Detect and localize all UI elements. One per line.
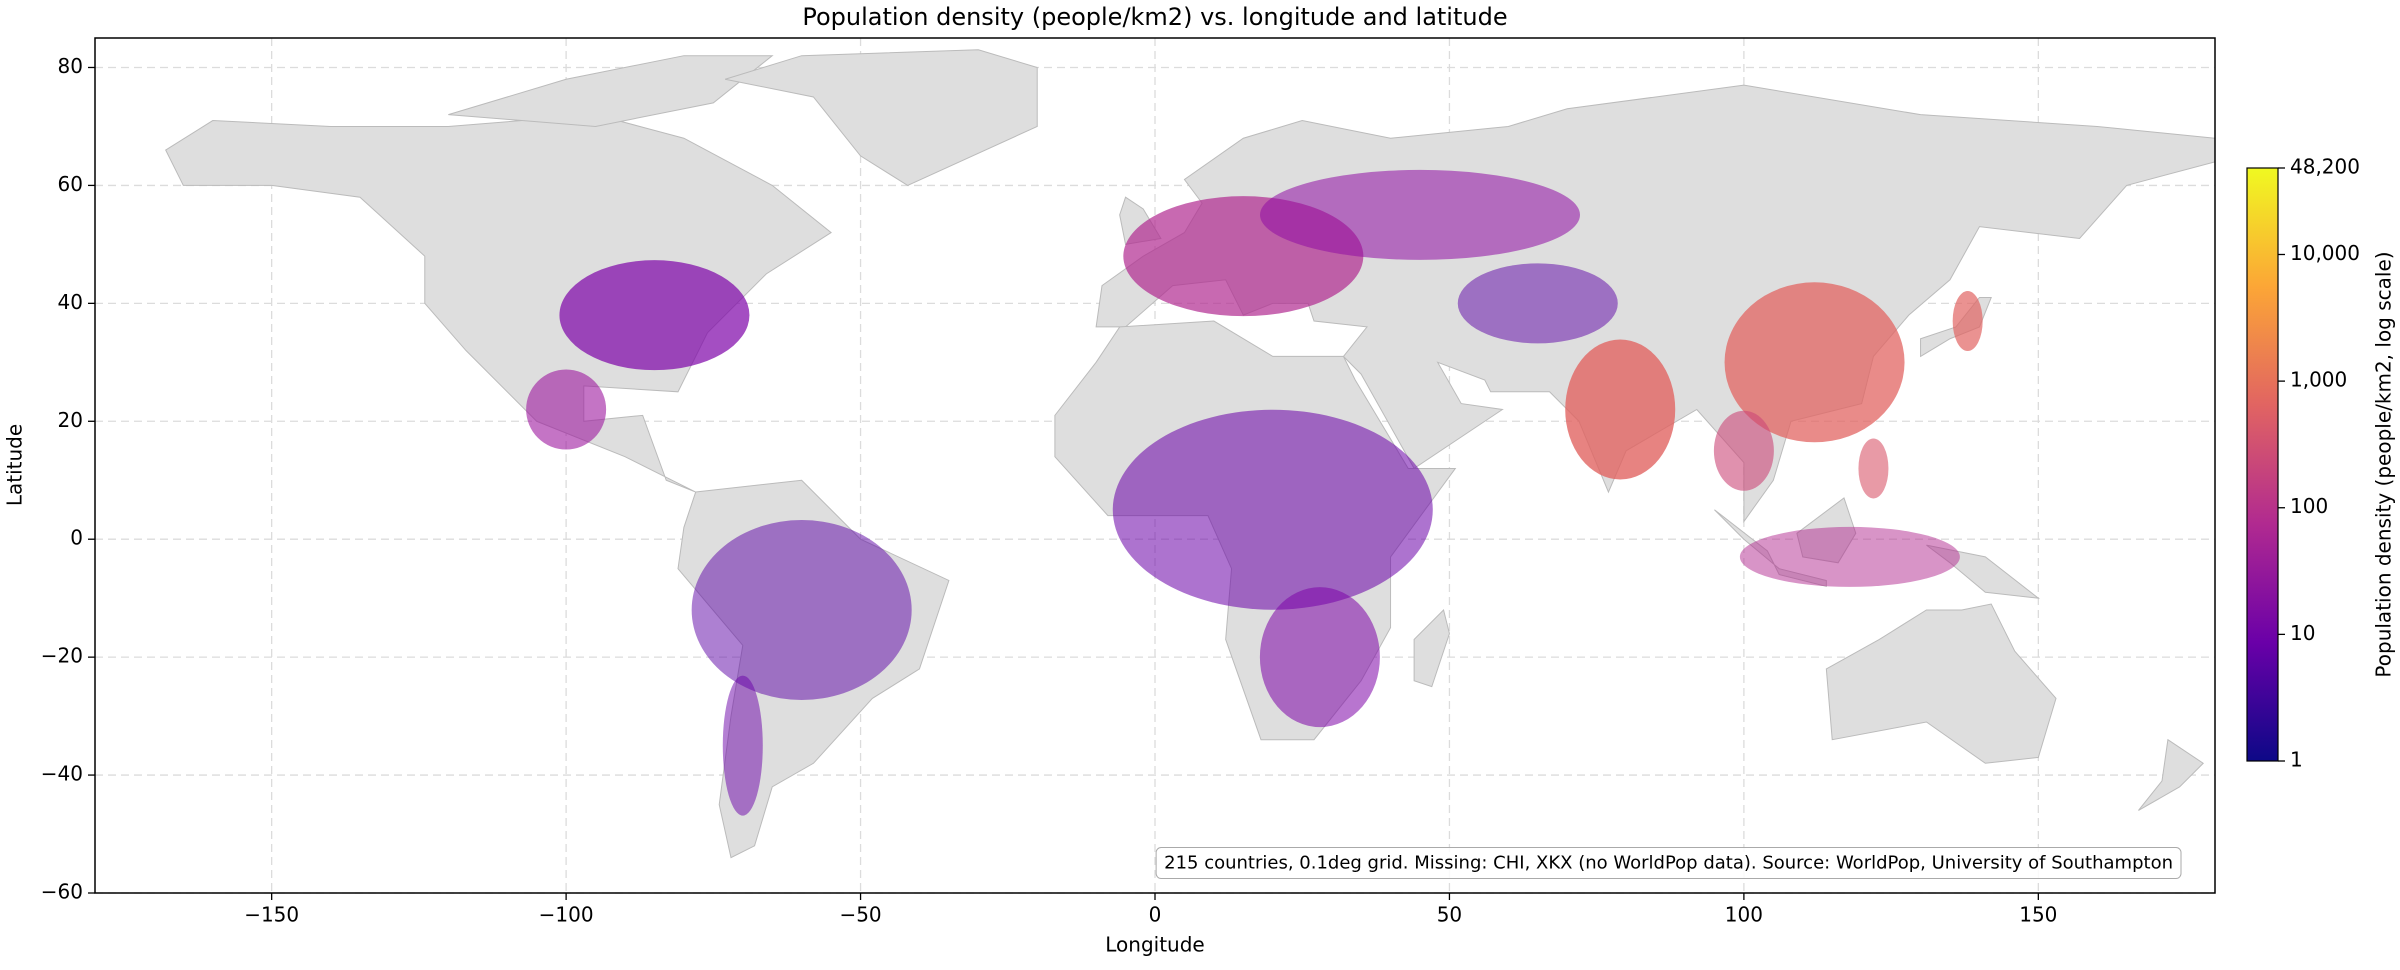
density-area — [1457, 263, 1618, 344]
density-area — [1739, 526, 1960, 587]
density-area — [1713, 410, 1774, 491]
density-area — [691, 519, 912, 700]
annotation: 215 countries, 0.1deg grid. Missing: CHI… — [1164, 853, 2173, 874]
land-arctic-islands — [448, 55, 774, 127]
y-tick-label: 40 — [58, 290, 83, 314]
y-tick-label: −40 — [41, 762, 83, 786]
colorbar-tick-label: 48,200 — [2290, 155, 2360, 179]
colorbar-label: Population density (people/km2, log scal… — [2372, 251, 2396, 677]
colorbar — [2246, 167, 2279, 762]
x-tick-label: 50 — [1437, 903, 1462, 927]
density-area — [1952, 291, 1983, 352]
chart-title: Population density (people/km2) vs. long… — [802, 3, 1507, 31]
density-area — [722, 675, 763, 816]
y-tick-label: 80 — [58, 54, 83, 78]
colorbar-tick-label: 10 — [2290, 621, 2315, 645]
colorbar-tick-label: 10,000 — [2290, 241, 2360, 265]
density-area — [1259, 587, 1380, 728]
x-tick-label: 0 — [1149, 903, 1162, 927]
y-tick-label: −60 — [41, 880, 83, 904]
density-area — [1858, 438, 1889, 499]
x-tick-label: 150 — [2019, 903, 2057, 927]
land-greenland — [724, 49, 1038, 186]
y-tick-label: −20 — [41, 644, 83, 668]
x-tick-label: −150 — [244, 903, 299, 927]
land-madagascar — [1413, 608, 1450, 688]
y-axis-label: Latitude — [3, 424, 27, 506]
x-tick-label: −100 — [539, 903, 594, 927]
y-tick-label: 0 — [70, 526, 83, 550]
density-area — [526, 369, 607, 450]
density-area — [1112, 409, 1433, 610]
y-tick-label: 20 — [58, 408, 83, 432]
colorbar-tick-label: 1 — [2290, 748, 2303, 772]
map-land — [165, 49, 2215, 859]
density-area — [1565, 339, 1676, 480]
x-tick-label: 100 — [1725, 903, 1763, 927]
land-new-zealand — [2138, 738, 2205, 811]
colorbar-tick-label: 1,000 — [2290, 368, 2347, 392]
density-area — [559, 260, 750, 371]
x-tick-label: −50 — [839, 903, 881, 927]
y-tick-label: 60 — [58, 172, 83, 196]
land-australia — [1825, 603, 2057, 764]
colorbar-tick-label: 100 — [2290, 494, 2328, 518]
density-area — [1260, 169, 1580, 260]
density-area — [1724, 282, 1905, 443]
x-axis-label: Longitude — [1105, 933, 1204, 957]
annotation-box — [1155, 847, 2182, 880]
